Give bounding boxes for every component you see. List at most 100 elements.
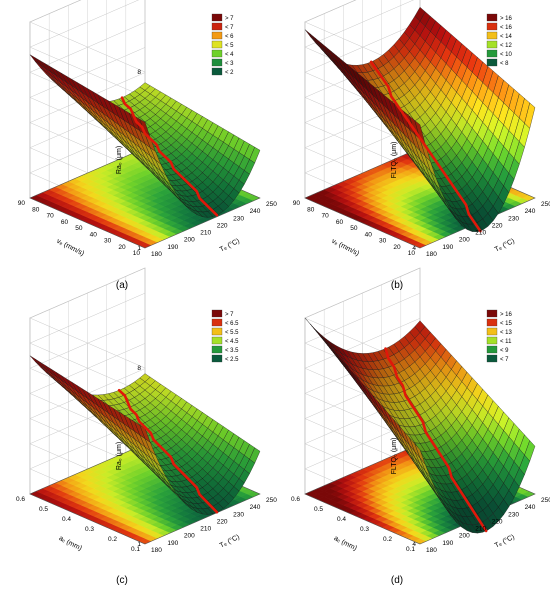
z-tick-label: 8 (137, 365, 141, 372)
z-axis-label: Ra₀ (μm) (116, 146, 123, 174)
x-tick-label: 40 (90, 231, 98, 238)
z-tick-label: 4 (412, 245, 416, 252)
legend-swatch (211, 40, 223, 49)
x-tick-label: 0.6 (16, 496, 25, 503)
legend-swatch (211, 354, 223, 363)
y-tick-label: 240 (250, 504, 261, 511)
legend-label: < 4 (225, 52, 234, 58)
legend-swatch (211, 345, 223, 354)
y-tick-label: 190 (442, 540, 453, 547)
panel-label-b: (b) (391, 280, 403, 291)
y-tick-label: 250 (541, 497, 550, 504)
x-axis-label: aₑ (mm) (58, 535, 83, 552)
y-axis-label: Tₑ (°C) (218, 237, 241, 254)
minimum-trend-line (117, 388, 219, 514)
y-tick-label: 180 (151, 251, 162, 258)
legend-label: < 13 (500, 330, 513, 336)
legend-label: < 5 (225, 43, 234, 49)
legend-label: > 7 (225, 312, 234, 318)
legend-label: > 7 (225, 16, 234, 22)
legend-label: < 6.5 (225, 321, 239, 327)
x-tick-label: 0.1 (406, 546, 415, 553)
x-tick-label: 30 (104, 238, 112, 245)
x-tick-label: 0.6 (291, 496, 300, 503)
y-tick-label: 220 (217, 518, 228, 525)
legend-label: < 4.5 (225, 339, 239, 345)
surface-plot-a: 1234567890807060504030201018019020021022… (18, 0, 277, 258)
legend-swatch (211, 49, 223, 58)
y-tick-label: 200 (459, 533, 470, 540)
legend-swatch (486, 40, 498, 49)
legend-label: < 10 (500, 52, 513, 58)
surface-plot-d: 46810121416180.60.50.40.30.20.1180190200… (291, 267, 550, 554)
legend-swatch (486, 318, 498, 327)
legend-label: < 7 (225, 25, 234, 31)
y-tick-label: 230 (233, 215, 244, 222)
legend-label: < 2.5 (225, 357, 239, 363)
y-tick-label: 220 (492, 518, 503, 525)
legend-swatch (486, 336, 498, 345)
legend-label: < 3.5 (225, 348, 239, 354)
legend-label: < 7 (500, 357, 509, 363)
z-tick-label: 8 (137, 69, 141, 76)
y-tick-label: 190 (167, 244, 178, 251)
z-axis-label: FLTQ₀ (μm) (391, 438, 398, 475)
y-tick-label: 250 (541, 201, 550, 208)
legend-swatch (486, 327, 498, 336)
y-tick-label: 230 (233, 511, 244, 518)
y-tick-label: 210 (475, 230, 486, 237)
y-tick-label: 220 (217, 222, 228, 229)
x-tick-label: 40 (365, 231, 373, 238)
minimum-trend-line (120, 96, 219, 217)
legend-label: < 5.5 (225, 330, 239, 336)
z-axis-label: FLTQ₀ (μm) (391, 142, 398, 179)
x-tick-label: 0.1 (131, 546, 140, 553)
x-tick-label: 20 (393, 244, 401, 251)
legend-swatch (211, 336, 223, 345)
z-tick-label: 1 (137, 541, 141, 548)
panel-label-d: (d) (391, 575, 403, 586)
y-tick-label: 240 (525, 208, 536, 215)
x-tick-label: 0.3 (85, 526, 94, 533)
y-tick-label: 190 (167, 540, 178, 547)
y-tick-label: 200 (459, 237, 470, 244)
y-axis-label: Tₑ (°C) (218, 533, 241, 550)
x-tick-label: 10 (408, 250, 416, 257)
x-tick-label: 70 (47, 213, 55, 220)
x-tick-label: 80 (32, 206, 40, 213)
y-axis-label: Tₑ (°C) (493, 533, 516, 550)
x-tick-label: 90 (18, 200, 26, 207)
legend-swatch (486, 31, 498, 40)
x-tick-label: 0.3 (360, 526, 369, 533)
surface-plot-b: 4681012141618908070605040302010180190200… (293, 0, 550, 258)
panel-label-a: (a) (116, 280, 128, 291)
legend-swatch (486, 354, 498, 363)
x-tick-label: 60 (336, 219, 344, 226)
legend-swatch (211, 318, 223, 327)
x-tick-label: 0.2 (108, 536, 117, 543)
legend-label: < 2 (225, 70, 234, 76)
legend-swatch (486, 309, 498, 318)
legend-swatch (486, 13, 498, 22)
y-tick-label: 250 (266, 497, 277, 504)
legend-label: < 3 (225, 61, 234, 67)
legend-label: < 11 (500, 339, 512, 345)
panel-label-c: (c) (116, 575, 128, 586)
legend-label: < 16 (500, 25, 513, 31)
legend-label: < 6 (225, 34, 234, 40)
legend-swatch (211, 31, 223, 40)
y-tick-label: 180 (426, 251, 437, 258)
legend-swatch (211, 22, 223, 31)
y-tick-label: 210 (200, 230, 211, 237)
y-tick-label: 220 (492, 222, 503, 229)
y-tick-label: 180 (426, 547, 437, 554)
minimum-trend-line (369, 60, 482, 233)
legend-swatch (486, 345, 498, 354)
x-tick-label: 50 (350, 225, 358, 232)
z-axis-label: Ra₀ (μm) (116, 442, 123, 470)
legend-swatch (211, 67, 223, 76)
x-tick-label: 0.4 (337, 516, 346, 523)
legend-swatch (486, 22, 498, 31)
y-tick-label: 210 (475, 526, 486, 533)
